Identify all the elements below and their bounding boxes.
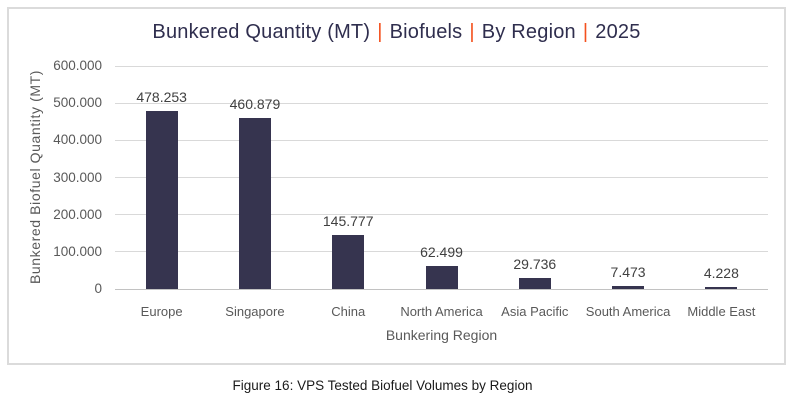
bar-middle-east [705,287,738,289]
y-tick-label: 0 [94,281,102,296]
x-tick-label: Middle East [687,304,756,319]
x-tick-label: Singapore [225,304,285,319]
bar-value-label: 478.253 [136,89,187,106]
gridline [115,139,768,141]
chart-container: Bunkered Quantity (MT) | Biofuels | By Regio… [7,7,786,365]
x-tick-label: North America [400,304,483,319]
bar-value-label: 7.473 [610,264,646,281]
chart-title-segment: 2025 [595,21,641,43]
x-tick-label: Europe [140,304,183,319]
gridline [115,251,768,253]
title-separator: | [582,21,589,43]
chart-title: Bunkered Quantity (MT) | Biofuels | By Regio… [9,19,784,46]
bar-singapore [238,117,271,289]
y-tick-label: 400.000 [53,132,102,148]
bar-europe [145,111,178,289]
chart-title-segment: Bunkered Quantity (MT) [152,21,371,43]
x-axis-line [115,288,768,290]
y-tick-label: 100.000 [53,243,102,259]
x-tick-label: South America [585,304,671,319]
bar-value-label: 29.736 [513,255,557,272]
plot-area: 478.253 460.879 145.777 62.499 29.736 7.473 4.… [115,65,768,290]
y-tick-label: 300.000 [53,169,102,185]
title-separator: | [469,21,475,43]
gridline [115,102,768,104]
bar-south-america [612,286,645,289]
bar-value-label: 4.228 [703,265,739,281]
x-tick-label: China [331,304,366,319]
bar-value-label: 460.879 [229,95,281,112]
x-tick-label: Asia Pacific [501,304,569,319]
bar-china [332,234,365,289]
y-tick-label: 200.000 [53,206,102,222]
title-separator: | [377,21,383,43]
chart-title-segment: By Region [481,21,576,43]
y-tick-label: 600.000 [53,58,102,73]
bar-asia-pacific [518,277,551,289]
gridline [115,65,768,67]
gridline [115,177,768,178]
x-axis-ticks: Europe Singapore China North America Asia Pa… [115,304,768,322]
x-axis-title: Bunkering Region [385,327,498,343]
figure-caption: Figure 16: VPS Tested Biofuel Volumes by… [232,378,533,393]
y-tick-label: 500.000 [53,95,102,111]
bar-value-label: 62.499 [420,243,463,260]
bar-north-america [425,265,458,289]
chart-title-segment: Biofuels [389,21,463,43]
gridline [115,214,768,216]
bar-value-label: 145.777 [322,212,374,229]
